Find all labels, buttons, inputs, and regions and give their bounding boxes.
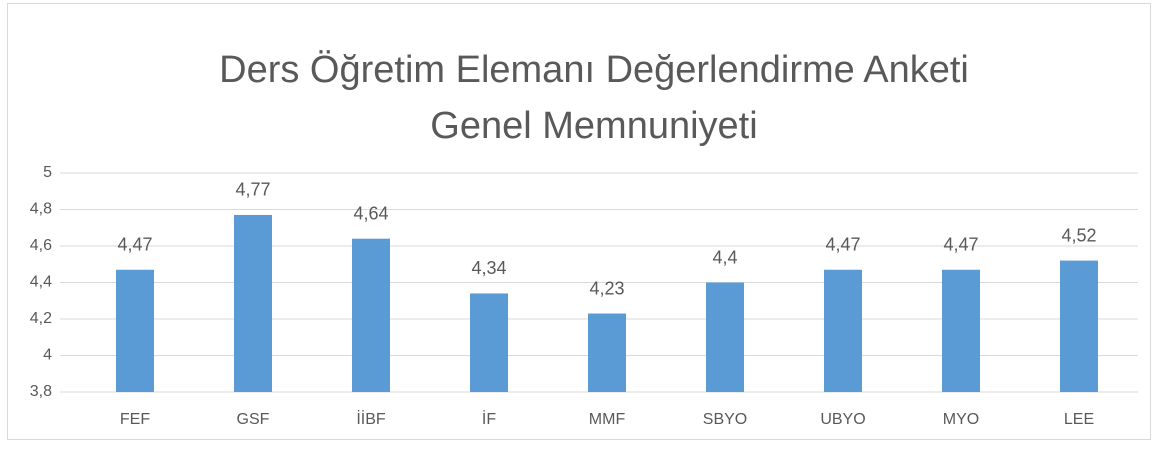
data-label: 4,47 xyxy=(825,234,860,254)
x-tick-label: MYO xyxy=(943,411,979,428)
y-tick-label: 3,8 xyxy=(30,383,52,400)
x-tick-label: FEF xyxy=(120,411,150,428)
bar xyxy=(588,313,626,392)
x-tick-label: LEE xyxy=(1064,411,1094,428)
bar xyxy=(234,214,272,392)
y-tick-label: 4 xyxy=(43,347,52,364)
bar xyxy=(116,269,154,392)
data-label: 4,23 xyxy=(589,278,624,298)
x-tick-label: İF xyxy=(482,409,496,428)
bar xyxy=(470,293,508,392)
data-label: 4,4 xyxy=(712,247,737,267)
bar xyxy=(942,269,980,392)
y-tick-label: 4,6 xyxy=(30,237,52,254)
chart-title: Genel Memnuniyeti xyxy=(430,105,757,147)
bar xyxy=(824,269,862,392)
bar xyxy=(1060,260,1098,392)
x-tick-label: SBYO xyxy=(703,411,747,428)
bar xyxy=(706,282,744,392)
y-tick-label: 4,2 xyxy=(30,310,52,327)
y-tick-label: 5 xyxy=(43,164,52,181)
x-tick-label: İİBF xyxy=(356,409,386,428)
y-tick-label: 4,4 xyxy=(30,274,52,291)
bar xyxy=(352,238,390,392)
x-tick-label: GSF xyxy=(237,411,270,428)
data-label: 4,34 xyxy=(471,258,506,278)
data-label: 4,52 xyxy=(1061,225,1096,245)
data-label: 4,77 xyxy=(235,180,270,200)
data-label: 4,47 xyxy=(117,234,152,254)
x-tick-label: MMF xyxy=(589,411,626,428)
data-label: 4,64 xyxy=(353,203,388,223)
x-tick-label: UBYO xyxy=(820,411,865,428)
y-tick-label: 4,8 xyxy=(30,201,52,218)
chart-title: Ders Öğretim Elemanı Değerlendirme Anket… xyxy=(219,49,969,91)
data-label: 4,47 xyxy=(943,234,978,254)
